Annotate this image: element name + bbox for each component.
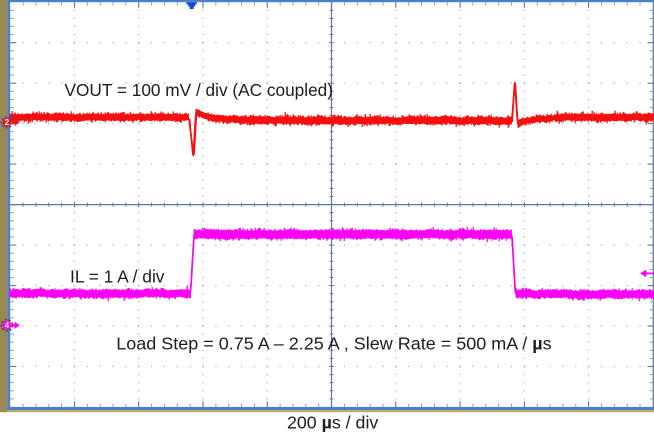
svg-text:2: 2 (5, 118, 10, 127)
svg-text:200 µs / div: 200 µs / div (287, 413, 379, 433)
svg-text:4: 4 (5, 321, 10, 330)
svg-text:IL = 1 A / div: IL = 1 A / div (70, 267, 165, 287)
svg-text:VOUT = 100 mV / div (AC couple: VOUT = 100 mV / div (AC coupled) (65, 80, 334, 100)
svg-text:Load Step = 0.75 A – 2.25 A ,: Load Step = 0.75 A – 2.25 A , Slew Rate … (116, 334, 552, 354)
